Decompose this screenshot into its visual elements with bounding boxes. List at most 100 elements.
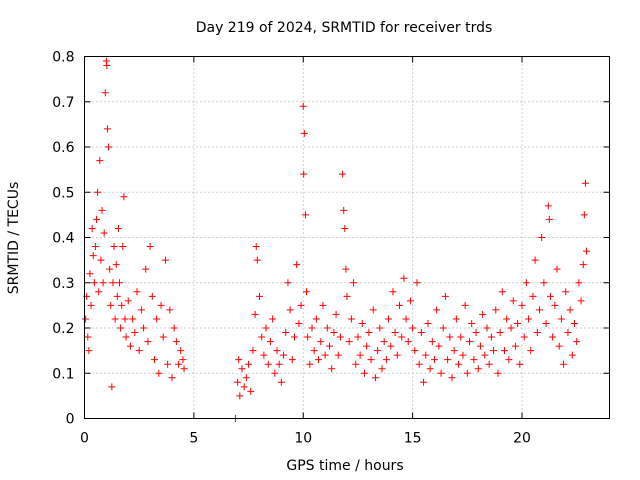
data-point xyxy=(159,333,167,341)
data-point xyxy=(544,202,552,210)
data-point xyxy=(151,356,158,364)
data-point xyxy=(444,356,452,364)
data-point xyxy=(90,279,98,287)
data-point xyxy=(301,211,309,219)
data-point xyxy=(487,333,495,341)
data-point xyxy=(549,333,557,341)
data-point xyxy=(365,329,373,337)
data-point xyxy=(101,89,109,97)
data-point xyxy=(509,297,517,305)
data-point xyxy=(496,329,504,337)
data-point xyxy=(106,265,114,273)
data-point xyxy=(299,102,307,110)
data-point xyxy=(380,338,388,346)
data-point xyxy=(463,369,471,377)
data-point xyxy=(142,265,150,273)
data-point xyxy=(131,329,139,337)
data-point xyxy=(450,347,458,355)
data-point xyxy=(503,315,511,323)
data-point xyxy=(303,288,311,296)
data-point xyxy=(111,315,119,323)
data-point xyxy=(98,206,106,214)
data-point xyxy=(542,319,550,327)
data-point xyxy=(396,301,403,309)
data-point xyxy=(110,243,118,251)
data-point xyxy=(417,329,425,337)
data-point xyxy=(448,374,456,382)
data-point xyxy=(481,351,489,359)
data-point xyxy=(571,319,578,327)
data-point xyxy=(166,306,174,314)
data-point xyxy=(249,347,257,355)
data-point xyxy=(262,324,270,332)
data-point xyxy=(431,356,438,364)
data-point xyxy=(538,234,546,241)
data-point xyxy=(485,360,493,368)
data-point xyxy=(406,297,414,305)
data-point xyxy=(100,229,108,237)
data-point xyxy=(86,270,94,278)
data-point xyxy=(236,392,244,400)
data-point xyxy=(345,338,353,346)
data-point xyxy=(501,347,508,355)
data-point xyxy=(562,288,570,296)
y-tick-label: 0.5 xyxy=(52,185,74,201)
data-point xyxy=(341,224,349,232)
data-point xyxy=(280,351,288,359)
data-point xyxy=(385,315,393,323)
data-point xyxy=(545,215,553,223)
data-point xyxy=(240,383,248,391)
data-point xyxy=(352,360,360,368)
data-point xyxy=(505,356,513,364)
data-point xyxy=(242,374,250,382)
data-point xyxy=(88,224,96,232)
data-point xyxy=(85,347,93,355)
data-point xyxy=(234,378,242,386)
data-point xyxy=(459,351,467,359)
data-point xyxy=(121,315,129,323)
data-point xyxy=(117,324,125,332)
data-point xyxy=(251,310,259,318)
data-point xyxy=(116,279,123,287)
data-point xyxy=(492,306,500,314)
data-point xyxy=(103,62,111,70)
data-point xyxy=(252,243,260,251)
chart-title: Day 219 of 2024, SRMTID for receiver trd… xyxy=(196,20,493,36)
data-point xyxy=(446,333,454,341)
data-point xyxy=(321,351,329,359)
data-point xyxy=(334,351,342,359)
data-point xyxy=(354,333,362,341)
data-point xyxy=(245,360,253,368)
y-tick-label: 0.3 xyxy=(52,276,74,292)
data-point xyxy=(247,387,255,395)
data-point xyxy=(472,329,480,337)
data-point xyxy=(511,342,519,350)
data-point xyxy=(339,170,347,178)
data-point xyxy=(371,374,379,382)
x-axis-label: GPS time / hours xyxy=(286,458,403,474)
data-point xyxy=(153,315,161,323)
data-point xyxy=(317,338,325,346)
data-point xyxy=(577,297,585,305)
data-point xyxy=(358,319,366,327)
data-point xyxy=(82,315,90,323)
data-point xyxy=(531,256,539,264)
data-point xyxy=(566,306,574,314)
data-point xyxy=(269,315,277,323)
data-point xyxy=(533,329,541,337)
data-point xyxy=(374,347,382,355)
data-point xyxy=(89,252,97,260)
data-point xyxy=(323,324,331,332)
x-tick-label: 5 xyxy=(189,431,198,447)
data-point xyxy=(277,378,285,386)
data-point xyxy=(120,193,128,201)
data-point xyxy=(266,338,274,346)
data-point xyxy=(87,301,95,309)
data-point xyxy=(402,315,410,323)
data-point xyxy=(461,301,469,309)
data-point xyxy=(560,360,568,368)
data-point xyxy=(507,324,515,332)
data-point xyxy=(129,315,137,323)
data-point xyxy=(411,347,419,355)
data-point xyxy=(557,315,565,323)
